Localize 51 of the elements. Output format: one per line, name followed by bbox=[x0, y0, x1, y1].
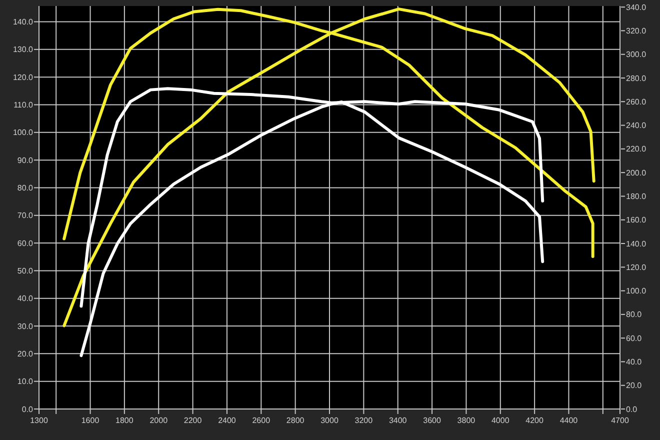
y-tick-label: 140.0 bbox=[12, 18, 34, 27]
y2-tick-label: 60.0 bbox=[626, 334, 642, 343]
x-tick-label: 3000 bbox=[320, 416, 339, 425]
y-tick-label: 100.0 bbox=[12, 128, 34, 138]
y-tick-label: 60.0 bbox=[17, 238, 34, 248]
y-tick-label: 90.0 bbox=[17, 156, 34, 165]
y2-tick-label: 240.0 bbox=[626, 121, 647, 130]
y2-tick-label: 0.0 bbox=[626, 404, 638, 414]
x-tick-label: 1800 bbox=[116, 416, 134, 425]
x-tick-label: 1300 bbox=[30, 416, 48, 425]
y2-tick-label: 320.0 bbox=[626, 26, 647, 36]
y-tick-label: 20.0 bbox=[17, 349, 34, 358]
x-tick-label: 4700 bbox=[611, 416, 630, 425]
x-tick-label: 2000 bbox=[150, 416, 168, 425]
y2-tick-label: 200.0 bbox=[626, 168, 647, 178]
y2-tick-label: 80.0 bbox=[626, 310, 642, 320]
x-tick-label: 2400 bbox=[218, 416, 236, 425]
x-tick-label: 3400 bbox=[388, 416, 408, 425]
y2-tick-label: 260.0 bbox=[626, 97, 647, 106]
x-tick-label: 2800 bbox=[286, 416, 305, 425]
y2-tick-label: 220.0 bbox=[626, 144, 647, 154]
x-tick-label: 3800 bbox=[457, 416, 476, 425]
x-tick-label: 4400 bbox=[560, 416, 578, 425]
y-tick-label: 120.0 bbox=[12, 72, 34, 82]
x-tick-label: 3200 bbox=[354, 416, 374, 425]
y2-tick-label: 20.0 bbox=[626, 381, 642, 390]
y-tick-label: 70.0 bbox=[17, 211, 34, 220]
y2-tick-label: 340.0 bbox=[626, 2, 647, 12]
y2-tick-label: 100.0 bbox=[626, 286, 647, 296]
x-tick-label: 4000 bbox=[491, 416, 510, 425]
x-tick-label: 2200 bbox=[184, 416, 202, 425]
y2-tick-label: 160.0 bbox=[626, 216, 647, 225]
x-tick-label: 1600 bbox=[81, 416, 100, 425]
y-tick-label: 50.0 bbox=[17, 266, 34, 276]
y-tick-label: 40.0 bbox=[17, 294, 34, 304]
y2-tick-label: 40.0 bbox=[626, 358, 642, 367]
y2-tick-label: 140.0 bbox=[626, 239, 647, 248]
y2-tick-label: 280.0 bbox=[626, 74, 647, 83]
x-tick-label: 3600 bbox=[423, 416, 442, 425]
y-tick-label: 110.0 bbox=[14, 100, 34, 110]
y-tick-label: 80.0 bbox=[17, 184, 34, 193]
x-tick-label: 2600 bbox=[252, 416, 271, 425]
line-series bbox=[62, 8, 596, 328]
x-tick-label: 4200 bbox=[526, 416, 544, 425]
y2-tick-label: 300.0 bbox=[626, 50, 647, 60]
y-tick-label: 30.0 bbox=[17, 322, 34, 331]
y2-tick-label: 180.0 bbox=[626, 192, 647, 202]
y-tick-label: 0.0 bbox=[22, 404, 34, 414]
y2-tick-label: 120.0 bbox=[626, 262, 647, 272]
y-tick-label: 10.0 bbox=[17, 377, 34, 386]
y-tick-label: 130.0 bbox=[12, 45, 34, 54]
